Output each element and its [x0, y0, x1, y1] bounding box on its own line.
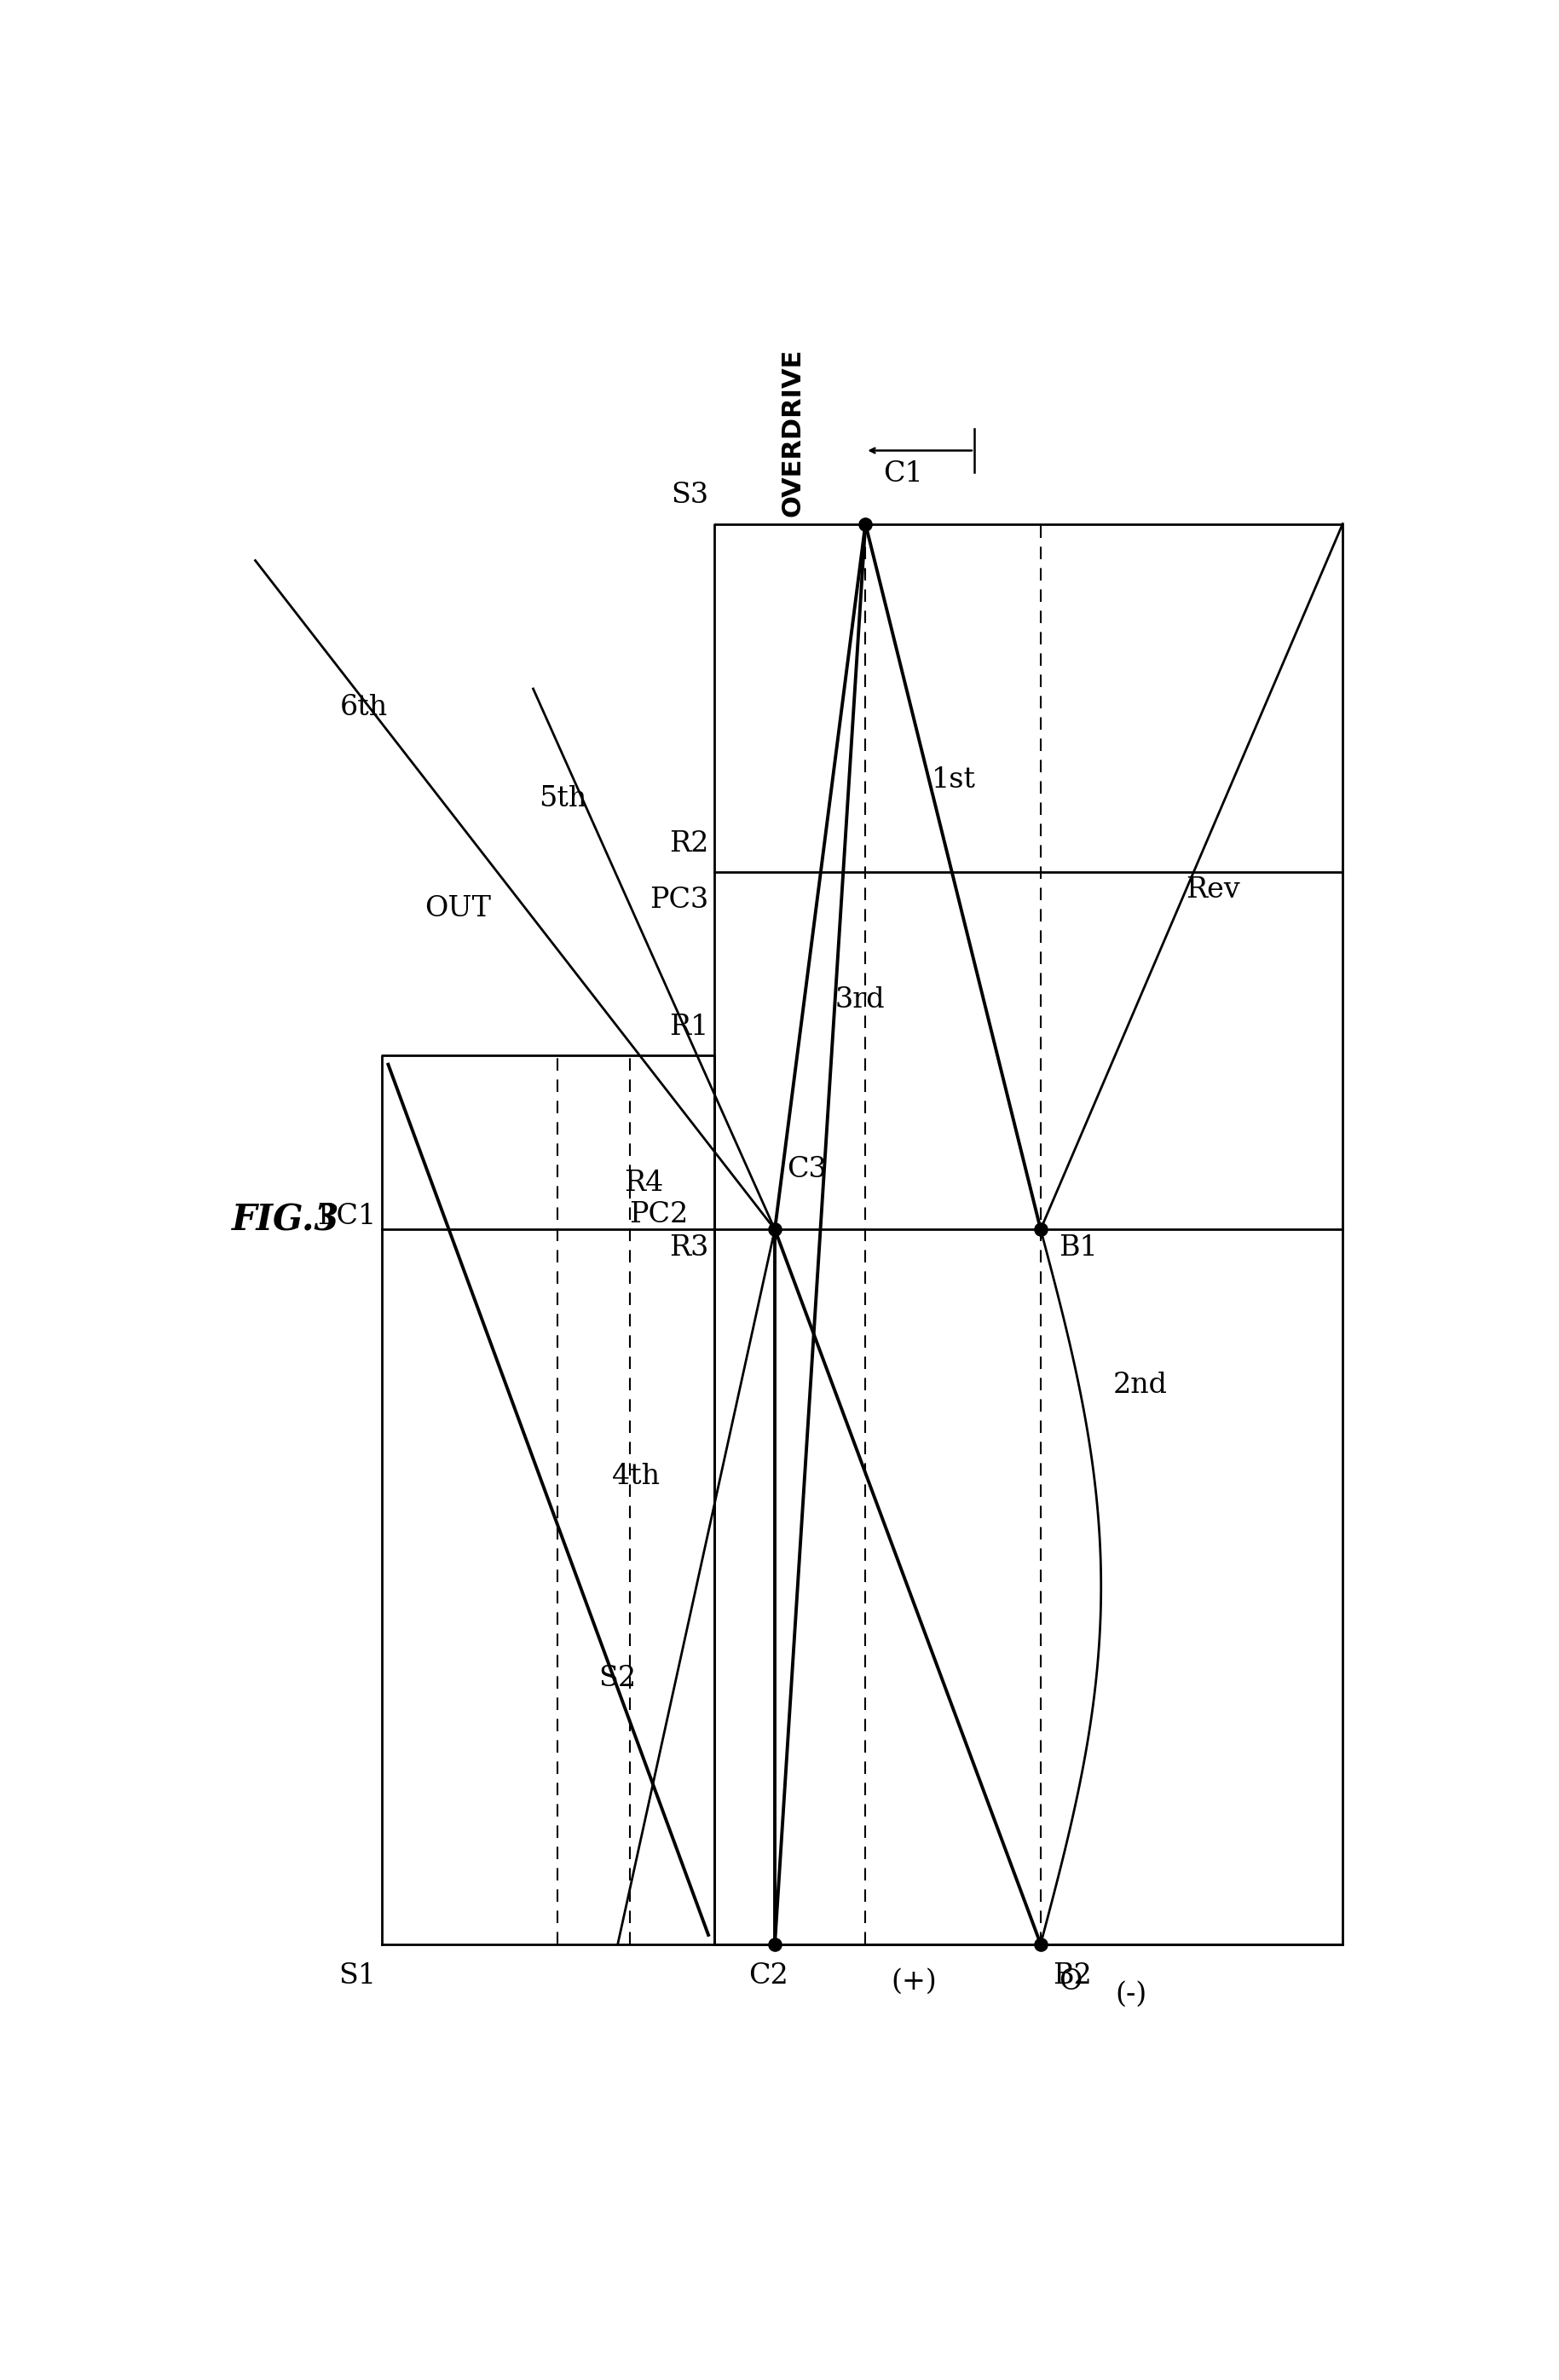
Text: 5th: 5th — [539, 785, 588, 812]
Text: R4: R4 — [624, 1171, 664, 1197]
Text: C2: C2 — [748, 1964, 789, 1990]
Text: R3: R3 — [669, 1235, 708, 1261]
Text: 1st: 1st — [932, 766, 976, 795]
Text: C1: C1 — [884, 459, 923, 488]
Text: R2: R2 — [669, 831, 708, 857]
Text: 3rd: 3rd — [836, 988, 886, 1014]
Text: S2: S2 — [599, 1664, 636, 1692]
Point — [853, 505, 878, 543]
Text: PC3: PC3 — [650, 888, 708, 914]
Text: R1: R1 — [669, 1014, 708, 1040]
Text: (+): (+) — [890, 1968, 937, 1994]
Text: B2: B2 — [1052, 1964, 1091, 1990]
Text: 2nd: 2nd — [1113, 1371, 1168, 1399]
Text: OVERDRIVE: OVERDRIVE — [781, 347, 806, 516]
Text: 6th: 6th — [340, 693, 388, 721]
Point — [1029, 1925, 1054, 1963]
Point — [762, 1925, 787, 1963]
Text: S1: S1 — [338, 1964, 376, 1990]
Text: O: O — [1059, 1968, 1082, 1994]
Text: PC2: PC2 — [628, 1202, 688, 1228]
Point — [762, 1211, 787, 1250]
Point — [1029, 1211, 1054, 1250]
Text: (-): (-) — [1115, 1980, 1147, 2009]
Text: S3: S3 — [670, 481, 708, 509]
Text: B1: B1 — [1059, 1235, 1098, 1261]
Text: FIG.3: FIG.3 — [232, 1202, 340, 1238]
Text: OUT: OUT — [424, 895, 491, 923]
Text: PC1: PC1 — [316, 1202, 376, 1230]
Text: 4th: 4th — [611, 1464, 659, 1490]
Text: Rev: Rev — [1185, 876, 1239, 904]
Text: C3: C3 — [787, 1157, 826, 1183]
